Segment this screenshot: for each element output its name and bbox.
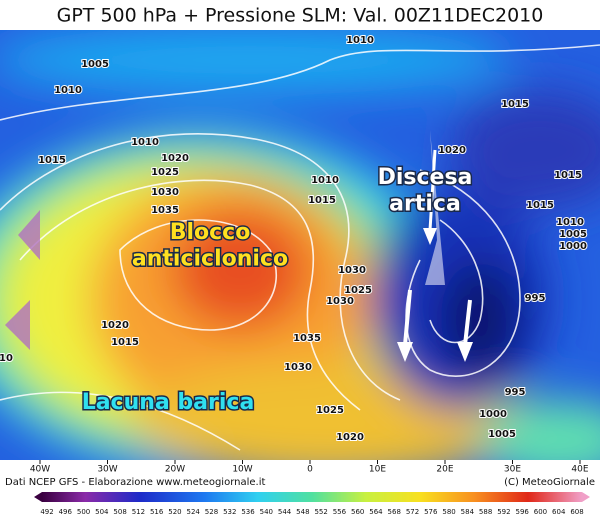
color-scale-label: 528 bbox=[205, 508, 218, 516]
longitude-label: 10E bbox=[369, 465, 386, 475]
isobar-label: 1010 bbox=[54, 85, 82, 96]
color-scale-label: 600 bbox=[534, 508, 547, 516]
color-scale-label: 560 bbox=[351, 508, 364, 516]
annotation: Blocco anticiclonico bbox=[132, 220, 288, 271]
color-scale-label: 572 bbox=[406, 508, 419, 516]
color-scale-label: 540 bbox=[260, 508, 273, 516]
isobar-label: 1020 bbox=[161, 153, 189, 164]
color-scale-label: 552 bbox=[314, 508, 327, 516]
longitude-label: 40E bbox=[571, 465, 588, 475]
annotation: Discesa artica bbox=[378, 165, 473, 216]
isobar-label: 1015 bbox=[308, 195, 336, 206]
longitude-label: 0 bbox=[307, 465, 313, 475]
longitude-label: 40W bbox=[30, 465, 50, 475]
color-scale-label: 580 bbox=[442, 508, 455, 516]
color-scale-label: 604 bbox=[552, 508, 566, 516]
color-scale-label: 588 bbox=[479, 508, 492, 516]
isobar-label: 1015 bbox=[111, 337, 139, 348]
color-scale-label: 520 bbox=[168, 508, 181, 516]
isobar-label: 1010 bbox=[346, 35, 374, 46]
isobar-label: 1015 bbox=[554, 170, 582, 181]
isobar-label: 1010 bbox=[311, 175, 339, 186]
isobar-label: 1000 bbox=[559, 241, 587, 252]
color-scale-label: 524 bbox=[187, 508, 201, 516]
longitude-label: 20W bbox=[165, 465, 185, 475]
isobar-label: 1005 bbox=[488, 429, 516, 440]
isobar-label: 1010 bbox=[131, 137, 159, 148]
footer-copyright: (C) MeteoGiornale bbox=[504, 477, 595, 488]
isobar-label: 1015 bbox=[526, 200, 554, 211]
color-scale-label: 584 bbox=[461, 508, 475, 516]
color-scale-label: 556 bbox=[333, 508, 347, 516]
color-scale-label: 568 bbox=[388, 508, 401, 516]
map-title: GPT 500 hPa + Pressione SLM: Val. 00Z11D… bbox=[57, 5, 544, 27]
color-scale-label: 608 bbox=[570, 508, 583, 516]
isobar-label: 1015 bbox=[38, 155, 66, 166]
isobar-label: 1030 bbox=[338, 265, 366, 276]
isobar-label: 1020 bbox=[101, 320, 129, 331]
color-bar bbox=[42, 492, 582, 502]
isobar-label: 1025 bbox=[151, 167, 179, 178]
isobar-label: 1015 bbox=[501, 99, 529, 110]
isobar-label: 1020 bbox=[438, 145, 466, 156]
isobar-label: 1025 bbox=[316, 405, 344, 416]
isobar-label: 1035 bbox=[151, 205, 179, 216]
longitude-label: 10W bbox=[232, 465, 252, 475]
color-scale-label: 596 bbox=[515, 508, 529, 516]
isobar-label: 1035 bbox=[293, 333, 321, 344]
map-field bbox=[0, 30, 600, 460]
isobar-label: 995 bbox=[525, 293, 546, 304]
color-scale-label: 548 bbox=[296, 508, 309, 516]
isobar-label: 1010 bbox=[556, 217, 584, 228]
longitude-label: 30W bbox=[97, 465, 117, 475]
color-scale-label: 496 bbox=[59, 508, 73, 516]
color-scale-label: 532 bbox=[223, 508, 236, 516]
color-scale-label: 576 bbox=[424, 508, 438, 516]
isobar-label: 1000 bbox=[479, 409, 507, 420]
color-scale-label: 536 bbox=[241, 508, 255, 516]
longitude-label: 30E bbox=[504, 465, 521, 475]
isobar-label: 995 bbox=[505, 387, 526, 398]
color-scale-label: 516 bbox=[150, 508, 164, 516]
annotation: Lacuna barica bbox=[82, 390, 255, 415]
isobar-label: 1030 bbox=[151, 187, 179, 198]
isobar-label: 1030 bbox=[326, 296, 354, 307]
isobar-label: 1030 bbox=[284, 362, 312, 373]
color-scale-label: 512 bbox=[132, 508, 145, 516]
color-scale-label: 504 bbox=[95, 508, 109, 516]
isobar-label: 1020 bbox=[336, 432, 364, 443]
color-scale-label: 508 bbox=[113, 508, 126, 516]
isobar-label: 1005 bbox=[559, 229, 587, 240]
longitude-label: 20E bbox=[436, 465, 453, 475]
color-scale-label: 564 bbox=[369, 508, 383, 516]
color-scale-label: 492 bbox=[40, 508, 53, 516]
color-scale-label: 544 bbox=[278, 508, 292, 516]
isobar-label: 10 bbox=[0, 353, 13, 364]
footer-source: Dati NCEP GFS - Elaborazione www.meteogi… bbox=[5, 477, 265, 488]
color-scale-label: 500 bbox=[77, 508, 90, 516]
isobar-label: 1025 bbox=[344, 285, 372, 296]
color-scale-label: 592 bbox=[497, 508, 510, 516]
isobar-label: 1005 bbox=[81, 59, 109, 70]
